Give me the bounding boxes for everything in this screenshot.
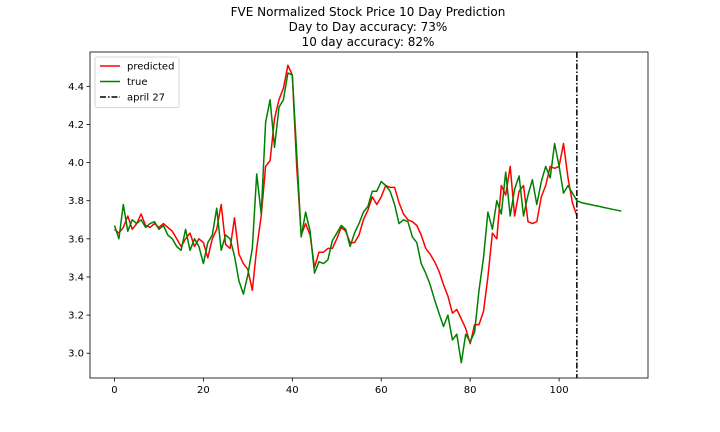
plot-frame xyxy=(89,51,649,379)
y-tick-label: 4.2 xyxy=(68,120,84,131)
x-tick-label: 60 xyxy=(375,385,388,396)
x-axis: 0 20 40 60 80 100 xyxy=(111,378,569,396)
y-axis: 3.0 3.2 3.4 3.6 3.8 4.0 4.2 4.4 xyxy=(68,82,90,360)
legend-box xyxy=(94,56,180,108)
plot-area xyxy=(113,52,622,378)
y-tick-label: 3.0 xyxy=(68,349,84,360)
legend: predicted true april 27 xyxy=(94,56,180,108)
x-tick-label: 80 xyxy=(464,385,477,396)
y-tick-label: 4.4 xyxy=(68,82,84,93)
legend-label: april 27 xyxy=(127,93,165,104)
series-line-true xyxy=(113,72,622,364)
x-tick-label: 20 xyxy=(197,385,210,396)
chart-title: FVE Normalized Stock Price 10 Day Predic… xyxy=(231,5,506,49)
title-line-3: 10 day accuracy: 82% xyxy=(302,35,435,49)
x-tick-label: 0 xyxy=(111,385,117,396)
title-line-2: Day to Day accuracy: 73% xyxy=(289,20,448,34)
y-tick-label: 3.8 xyxy=(68,196,84,207)
legend-label: predicted xyxy=(127,62,174,73)
series-line-predicted xyxy=(114,64,578,345)
legend-label: true xyxy=(127,77,148,88)
title-line-1: FVE Normalized Stock Price 10 Day Predic… xyxy=(231,5,506,19)
y-tick-label: 3.4 xyxy=(68,272,84,283)
y-tick-label: 4.0 xyxy=(68,158,84,169)
x-tick-label: 40 xyxy=(286,385,299,396)
y-tick-label: 3.2 xyxy=(68,311,84,322)
y-tick-label: 3.6 xyxy=(68,234,84,245)
x-tick-label: 100 xyxy=(550,385,569,396)
